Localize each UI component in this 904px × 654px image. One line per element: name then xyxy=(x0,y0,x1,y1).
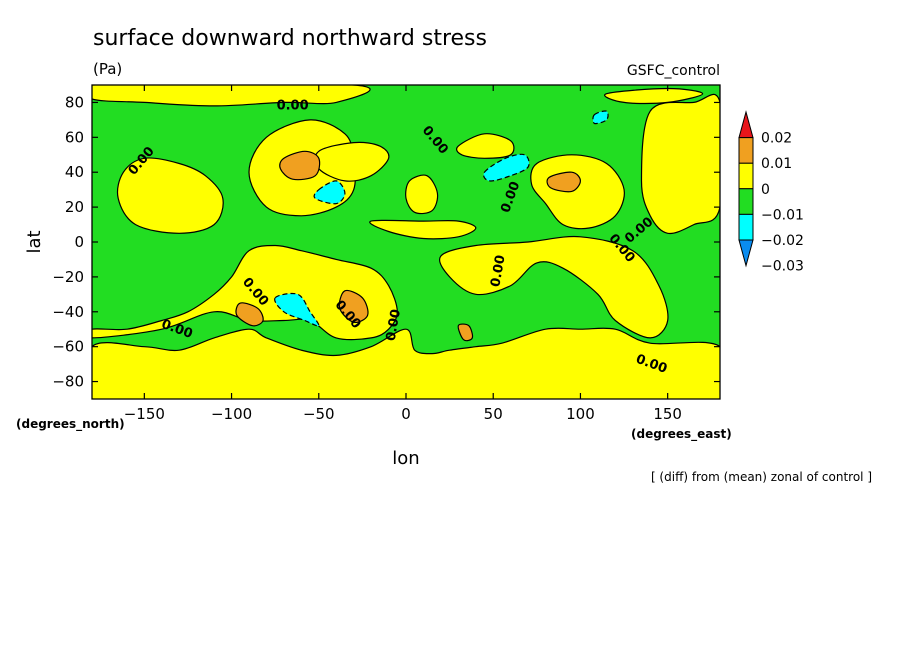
dataset-label: GSFC_control xyxy=(627,63,720,79)
contour-label: 0.00 xyxy=(384,308,404,342)
colorbar-swatch xyxy=(738,213,754,241)
colorbar-swatch xyxy=(738,188,754,215)
contour-region xyxy=(546,171,582,193)
y-axis: 80 60 40 20 0 −20 −40 −60 −80 xyxy=(52,93,720,391)
x-tick-label: 0 xyxy=(401,405,411,423)
x-tick-label: 50 xyxy=(484,405,503,423)
colorbar-label: 0.01 xyxy=(761,156,792,172)
contour-region xyxy=(457,323,474,342)
contour-region xyxy=(640,93,720,235)
contour-region xyxy=(338,289,369,324)
y-tick-label: −20 xyxy=(52,268,84,286)
colorbar: 0.02 0.01 0 −0.01 −0.02 −0.03 xyxy=(738,110,804,275)
y-tick-label: 80 xyxy=(65,93,84,111)
filled-contours xyxy=(92,85,720,399)
colorbar-swatch xyxy=(738,239,754,268)
x-tick-label: −150 xyxy=(124,405,165,423)
contour-region xyxy=(274,292,320,327)
colorbar-label: −0.01 xyxy=(761,207,804,223)
contour-region xyxy=(116,157,224,234)
contour-region xyxy=(438,235,669,339)
contour-region xyxy=(92,85,371,107)
x-tick-label: 150 xyxy=(653,405,682,423)
x-tick-label: 100 xyxy=(566,405,595,423)
x-axis: −150 −100 −50 0 50 100 150 xyxy=(124,85,682,423)
y-tick-label: −40 xyxy=(52,303,84,321)
contour-label: 0.00 xyxy=(277,98,309,113)
y-tick-label: 60 xyxy=(65,128,84,146)
colorbar-swatch xyxy=(738,137,754,164)
colorbar-label: −0.03 xyxy=(761,259,804,275)
y-tick-label: 20 xyxy=(65,198,84,216)
contour-region xyxy=(483,153,530,182)
y-units-label: (degrees_north) xyxy=(16,417,125,432)
units-label: (Pa) xyxy=(93,60,122,78)
colorbar-swatch xyxy=(738,162,754,190)
x-units-label: (degrees_east) xyxy=(631,427,732,442)
contour-region xyxy=(92,244,398,341)
contour-region xyxy=(405,174,439,215)
colorbar-label: −0.02 xyxy=(761,233,804,249)
contour-region xyxy=(369,219,477,240)
contour-region xyxy=(530,154,625,230)
y-tick-label: 0 xyxy=(74,233,84,251)
colorbar-swatch xyxy=(738,110,754,139)
contour-region xyxy=(604,87,704,105)
y-tick-label: 40 xyxy=(65,163,84,181)
x-tick-label: −50 xyxy=(303,405,335,423)
contour-region xyxy=(235,302,264,327)
colorbar-label: 0 xyxy=(761,182,770,198)
contour-region xyxy=(456,133,515,159)
footnote: [ (diff) from (mean) zonal of control ] xyxy=(651,470,872,484)
contour-region xyxy=(92,327,720,399)
contour-region xyxy=(279,150,321,181)
y-tick-label: −60 xyxy=(52,338,84,356)
y-axis-label: lat xyxy=(24,230,45,253)
contour-region xyxy=(313,180,346,205)
x-tick-label: −100 xyxy=(211,405,252,423)
contour-region xyxy=(592,110,609,125)
chart-title: surface downward northward stress xyxy=(93,26,487,51)
y-tick-label: −80 xyxy=(52,373,84,391)
x-axis-label: lon xyxy=(392,448,419,469)
contour-region xyxy=(314,141,390,182)
contour-label: 0.00 xyxy=(488,254,508,288)
colorbar-label: 0.02 xyxy=(761,131,792,147)
